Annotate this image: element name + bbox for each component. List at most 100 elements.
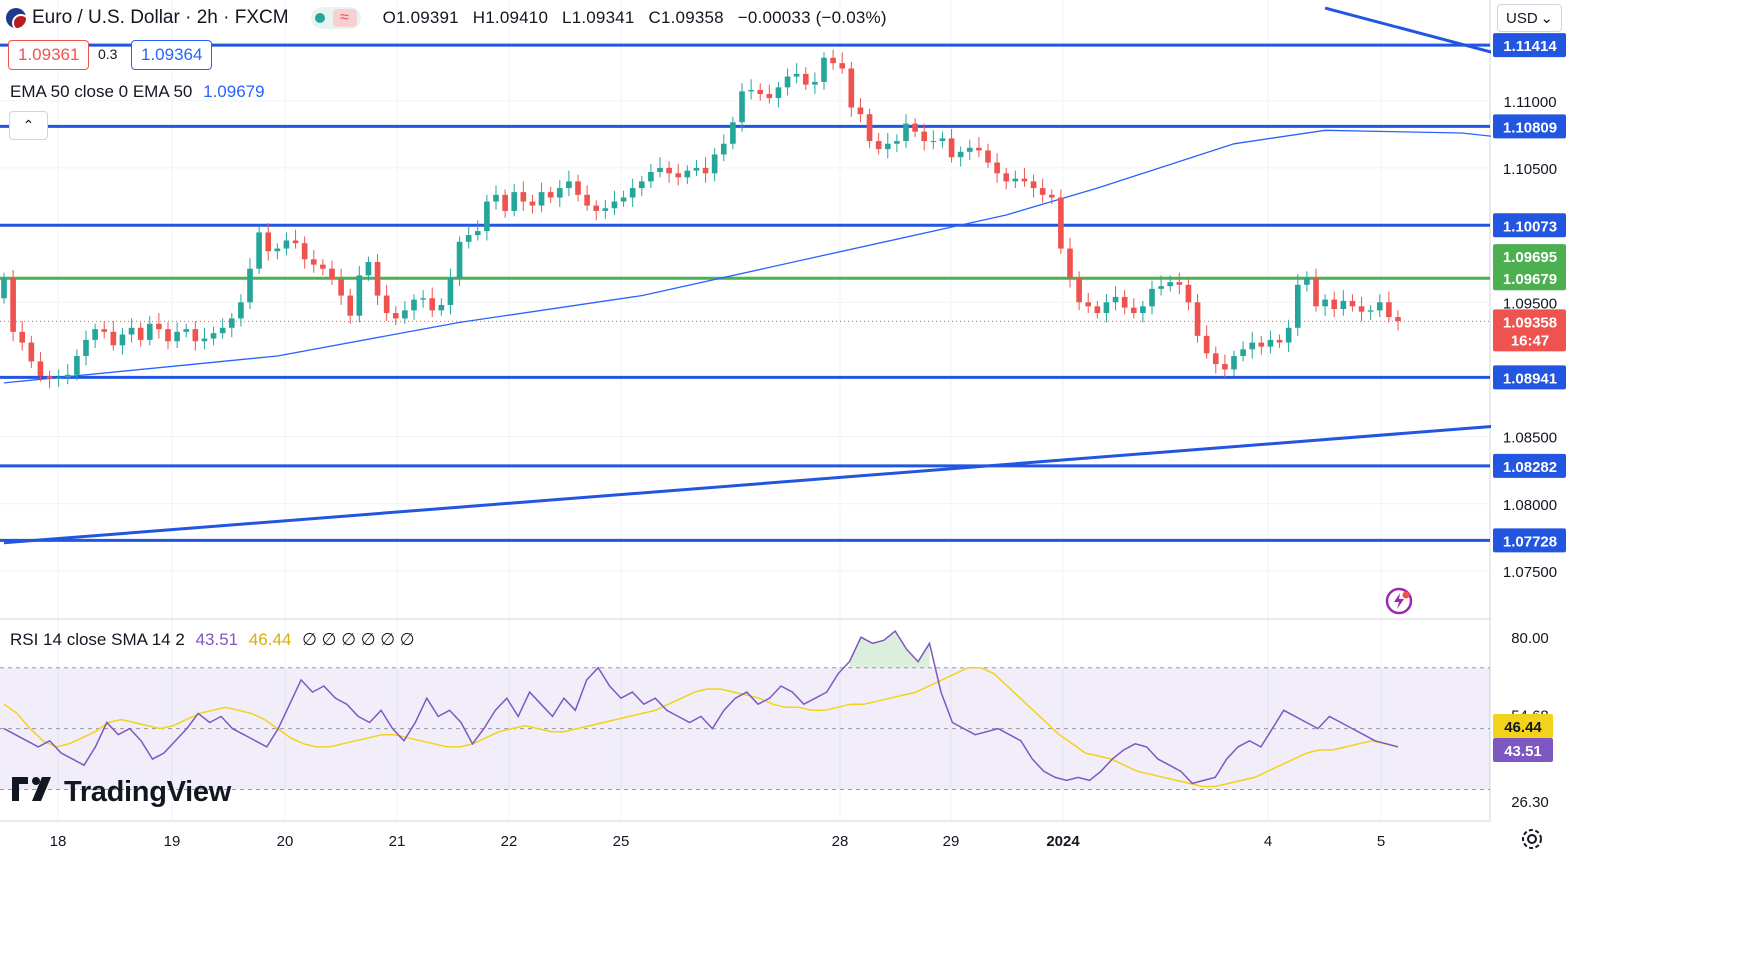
candle-body — [939, 138, 946, 142]
candle-body — [110, 331, 117, 346]
candle-body — [711, 154, 718, 174]
price-tick-label: 1.07500 — [1503, 564, 1557, 581]
candle-body — [593, 205, 600, 211]
candle-body — [638, 181, 645, 189]
candle-body — [420, 298, 426, 300]
candle-body — [648, 171, 654, 182]
candle-body — [903, 123, 909, 142]
rsi-band — [0, 667, 1490, 791]
candle-body — [201, 338, 208, 342]
candle-body — [556, 188, 563, 198]
candle-body — [64, 374, 71, 378]
chevron-down-icon: ⌄ — [1540, 10, 1553, 27]
candle-body — [994, 162, 1000, 174]
price-tick-label: 1.11000 — [1503, 94, 1556, 111]
rsi-legend[interactable]: RSI 14 close SMA 14 2 43.51 46.44 ∅ ∅ ∅ … — [10, 630, 415, 650]
candle-body — [538, 192, 545, 206]
candle-body — [894, 141, 900, 144]
axis-background — [1491, 0, 1755, 959]
candle-body — [584, 194, 590, 206]
candle-body — [119, 334, 126, 346]
price-axis[interactable]: 1.07500 1.08000 1.08500 1.09500 1.10500 1.110… — [1491, 0, 1755, 959]
candle-body — [702, 167, 709, 174]
price-label-bg — [1493, 244, 1566, 269]
candle-body — [830, 57, 836, 64]
candle-body — [238, 302, 244, 319]
candle-body — [575, 181, 581, 195]
rsi-value-label: 43.51 — [1504, 743, 1542, 760]
candle-body — [1121, 296, 1128, 308]
candle-body — [848, 68, 855, 108]
candle-body — [812, 81, 818, 85]
candle-body — [775, 87, 782, 99]
candle-body — [338, 279, 344, 296]
symbol-title[interactable]: Euro / U.S. Dollar · 2h · FXCM — [32, 7, 289, 28]
candle-body — [1021, 178, 1028, 182]
time-tick-label: 21 — [389, 833, 406, 850]
candle-body — [985, 150, 991, 163]
open-value: O1.09391 — [382, 8, 459, 27]
currency-selector[interactable]: USD ⌄ — [1497, 4, 1562, 32]
candles — [1, 49, 1401, 389]
candle-body — [1222, 364, 1228, 370]
candle-body — [83, 339, 89, 357]
time-tick-label: 18 — [50, 833, 67, 850]
candle-body — [402, 310, 408, 319]
horizontal-levels[interactable] — [0, 43, 1490, 542]
collapse-legend-button[interactable]: ⌃ — [9, 111, 48, 140]
candle-body — [684, 170, 691, 178]
candle-body — [784, 76, 791, 88]
time-tick-label: 2024 — [1046, 833, 1080, 850]
candle-body — [74, 356, 80, 375]
candle-body — [247, 268, 253, 303]
candle-body — [274, 248, 281, 252]
lightning-icon[interactable] — [1384, 586, 1414, 616]
price-label: 1.09695 — [1503, 249, 1557, 266]
candle-body — [1067, 248, 1073, 279]
time-tick-label: 4 — [1264, 833, 1272, 850]
last-price-label-sub: 16:47 — [1511, 332, 1549, 349]
time-tick-label: 22 — [501, 833, 518, 850]
candle-body — [301, 243, 308, 260]
candle-body — [128, 327, 135, 335]
candle-body — [657, 167, 663, 172]
price-tick-label: 1.10500 — [1503, 161, 1557, 178]
tradingview-wordmark: TradingView — [64, 776, 231, 808]
gear-icon[interactable] — [1519, 826, 1545, 852]
time-tick-label: 19 — [164, 833, 181, 850]
candle-body — [675, 173, 682, 178]
candle-body — [365, 261, 372, 276]
market-open-icon — [314, 13, 325, 23]
candle-body — [948, 138, 955, 158]
candle-body — [183, 329, 190, 332]
ema-legend[interactable]: EMA 50 close 0 EMA 50 1.09679 — [10, 82, 265, 102]
candle-body — [757, 90, 764, 95]
candle-body — [265, 232, 272, 252]
time-axis[interactable]: 18 19 20 21 22 25 28 29 2024 4 5 — [50, 833, 1386, 850]
market-status-pill[interactable]: ≈ — [310, 7, 361, 29]
candle-body — [347, 295, 354, 316]
chevron-up-icon: ⌃ — [22, 117, 35, 133]
rsi-sma-legend-value: 46.44 — [248, 630, 292, 649]
candle-body — [566, 181, 572, 189]
candle-body — [1386, 302, 1392, 318]
time-tick-label: 20 — [277, 833, 294, 850]
candle-body — [529, 201, 536, 206]
time-tick-label: 5 — [1377, 833, 1385, 850]
candle-body — [966, 147, 973, 152]
buy-button[interactable]: 1.09364 — [131, 40, 213, 70]
candle-body — [429, 298, 436, 311]
candle-body — [1285, 327, 1292, 343]
candle-body — [693, 167, 700, 171]
candle-body — [1304, 278, 1310, 285]
level-price-label-bg — [1493, 453, 1566, 478]
candle-body — [1140, 306, 1146, 314]
candle-body — [1085, 302, 1092, 307]
candle-body — [474, 231, 481, 236]
low-value: L1.09341 — [562, 8, 635, 27]
candle-body — [228, 318, 235, 328]
candle-body — [1294, 284, 1301, 328]
candle-body — [1340, 300, 1347, 309]
sell-button[interactable]: 1.09361 — [8, 40, 90, 70]
